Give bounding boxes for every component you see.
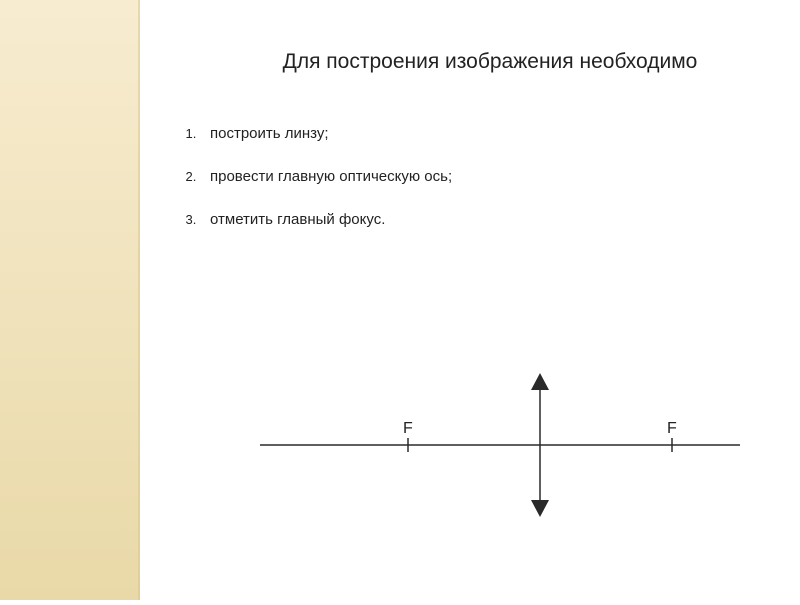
slide-title: Для построения изображения необходимо: [210, 50, 770, 74]
slide-content: Для построения изображения необходимо по…: [150, 0, 800, 600]
svg-text:F: F: [667, 420, 677, 437]
list-item: отметить главный фокус.: [200, 211, 452, 228]
list-item: построить линзу;: [200, 125, 452, 142]
lens-diagram: FF: [250, 345, 750, 545]
list-item: провести главную оптическую ось;: [200, 168, 452, 185]
steps-list: построить линзу; провести главную оптиче…: [170, 125, 452, 254]
decorative-sidebar: [0, 0, 140, 600]
svg-text:F: F: [403, 420, 413, 437]
